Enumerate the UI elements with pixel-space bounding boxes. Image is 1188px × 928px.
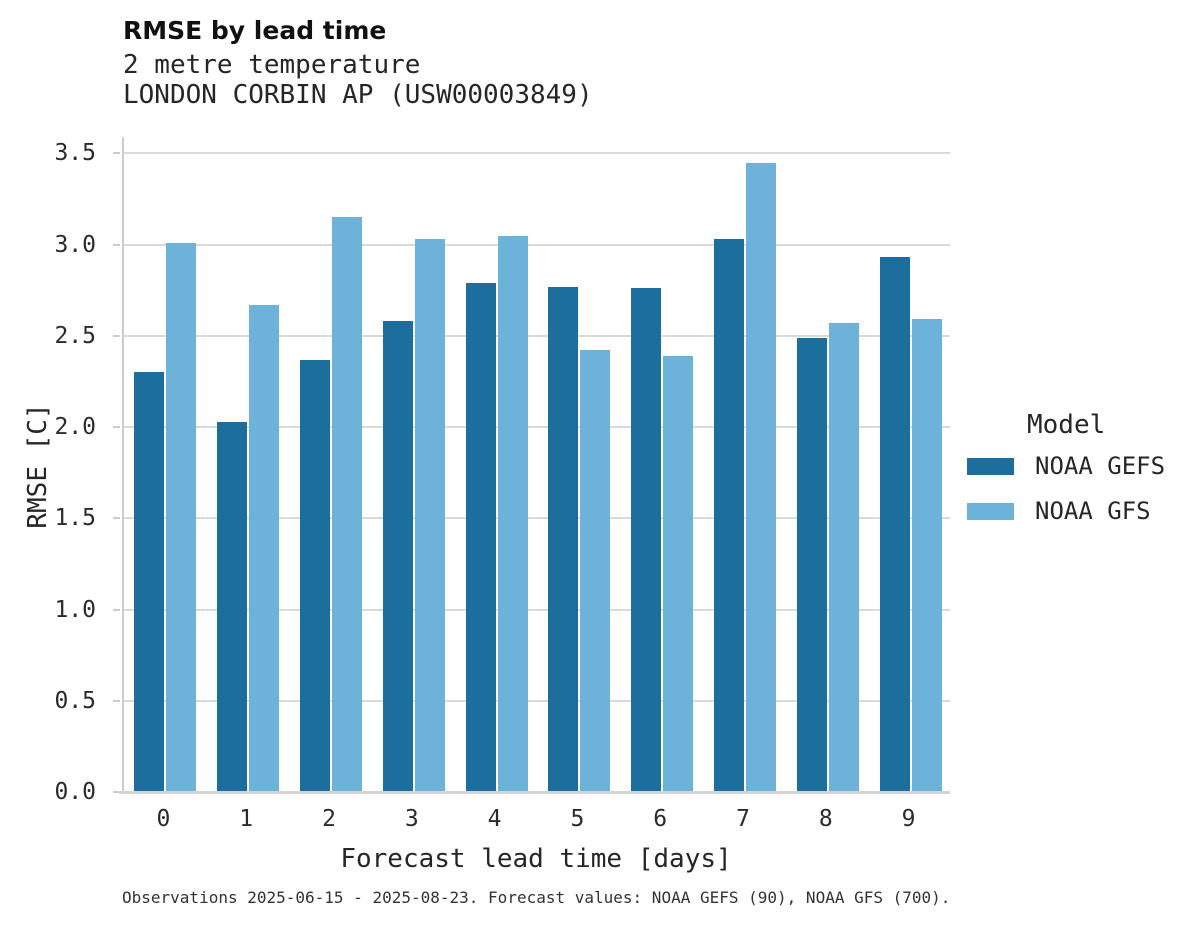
x-axis-label: Forecast lead time [days]: [340, 844, 732, 874]
legend-title: Model: [1027, 410, 1106, 440]
plot-area: [122, 137, 950, 792]
y-tick-mark: [113, 791, 120, 793]
y-tick-mark: [113, 608, 120, 611]
x-tick-label-5: 5: [570, 806, 585, 832]
legend-entry-noaa-gefs: NOAA GEFS: [967, 452, 1177, 480]
x-axis-spine: [119, 791, 950, 794]
x-axis: 0 1 2 3 4 5 6 7 8 9: [122, 792, 950, 842]
x-tick-label-1: 1: [239, 806, 254, 832]
bar-noaa-gfs-lead-4: [497, 235, 528, 792]
y-tick-mark: [113, 334, 120, 337]
legend-swatch-noaa-gfs: [967, 502, 1014, 520]
x-tick-label-9: 9: [901, 806, 916, 832]
y-tick-label-3.0: 3.0: [54, 231, 96, 258]
gridline-y-2.5: [124, 334, 950, 337]
y-tick-mark: [113, 517, 120, 520]
x-tick-label-7: 7: [736, 806, 750, 832]
y-tick-label-3.5: 3.5: [54, 140, 96, 167]
y-tick-label-1.0: 1.0: [54, 596, 96, 623]
footnote: Observations 2025-06-15 - 2025-08-23. Fo…: [122, 888, 951, 907]
bar-noaa-gefs-lead-8: [796, 337, 827, 792]
y-tick-mark: [113, 152, 120, 155]
gridline-y-3.0: [124, 243, 950, 246]
y-tick-mark: [113, 699, 120, 702]
bar-noaa-gfs-lead-1: [249, 304, 280, 792]
x-tick-label-4: 4: [487, 806, 502, 832]
legend-swatch-noaa-gefs: [967, 457, 1014, 475]
gridline-y-0.5: [124, 699, 950, 702]
legend: Model NOAA GEFS NOAA GFS: [967, 410, 1177, 542]
bar-noaa-gefs-lead-5: [548, 286, 579, 792]
bar-noaa-gefs-lead-1: [217, 421, 248, 792]
bar-noaa-gefs-lead-4: [465, 282, 496, 792]
y-tick-mark: [113, 243, 120, 246]
y-tick-label-1.5: 1.5: [54, 505, 96, 532]
y-tick-label-2.0: 2.0: [54, 414, 96, 441]
x-tick-label-3: 3: [404, 806, 419, 832]
x-tick-label-8: 8: [818, 806, 833, 832]
y-tick-mark: [113, 426, 120, 429]
chart-title: RMSE by lead time: [123, 16, 387, 45]
bar-noaa-gfs-lead-0: [166, 242, 197, 792]
bar-noaa-gfs-lead-7: [746, 162, 776, 792]
bar-noaa-gefs-lead-9: [879, 257, 910, 792]
bar-noaa-gefs-lead-0: [134, 372, 165, 792]
gridline-y-1.5: [124, 517, 950, 520]
y-tick-label-0.0: 0.0: [54, 779, 96, 805]
bar-noaa-gfs-lead-6: [663, 355, 694, 792]
legend-entry-noaa-gfs: NOAA GFS: [967, 497, 1177, 525]
x-tick-label-6: 6: [653, 806, 668, 832]
bar-noaa-gfs-lead-9: [911, 319, 942, 792]
gridline-y-2.0: [124, 426, 950, 429]
legend-entries: NOAA GEFS NOAA GFS: [967, 452, 1177, 525]
bar-noaa-gefs-lead-3: [382, 321, 413, 792]
chart-subtitle-variable: 2 metre temperature: [123, 50, 421, 80]
legend-label-noaa-gefs: NOAA GEFS: [1035, 452, 1166, 480]
bar-noaa-gfs-lead-2: [332, 217, 362, 792]
bar-noaa-gefs-lead-2: [300, 359, 330, 792]
bar-noaa-gfs-lead-3: [414, 239, 445, 792]
y-axis: 0.0 0.5 1.0 1.5 2.0 2.5 3.0 3.5: [0, 137, 122, 805]
chart-subtitle-station: LONDON CORBIN AP (USW00003849): [123, 80, 593, 110]
bar-noaa-gfs-lead-5: [580, 350, 611, 792]
legend-label-noaa-gfs: NOAA GFS: [1035, 497, 1151, 525]
x-tick-label-0: 0: [156, 806, 171, 832]
y-tick-label-0.5: 0.5: [54, 687, 96, 714]
bar-noaa-gfs-lead-8: [828, 323, 859, 792]
x-tick-label-2: 2: [322, 806, 336, 832]
bar-noaa-gefs-lead-6: [631, 288, 662, 792]
y-tick-label-2.5: 2.5: [54, 322, 96, 349]
gridline-y-1.0: [124, 608, 950, 611]
bar-noaa-gefs-lead-7: [714, 239, 744, 792]
gridline-y-3.5: [124, 152, 950, 155]
